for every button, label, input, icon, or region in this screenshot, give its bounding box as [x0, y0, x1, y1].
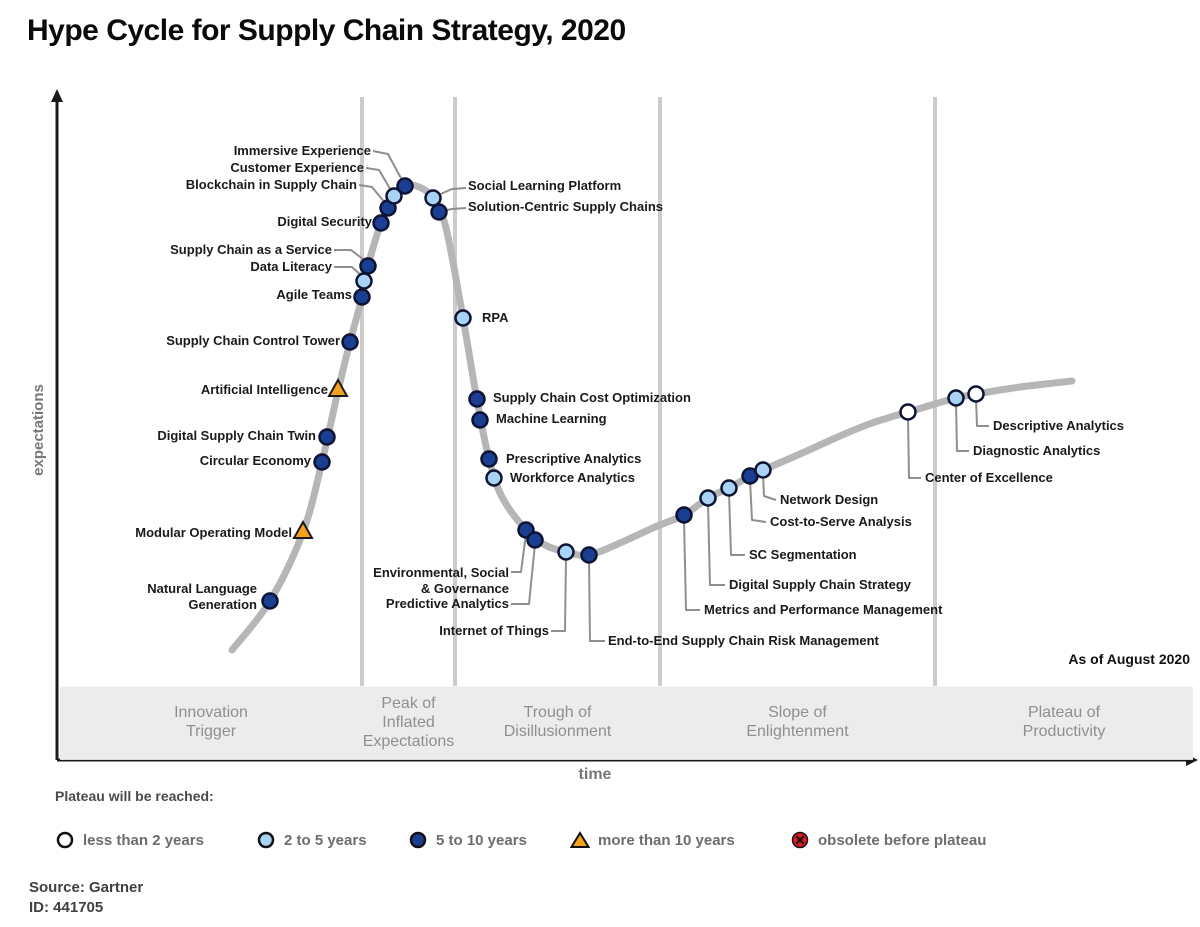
machine-learning-marker — [471, 411, 489, 429]
legend-item-less-than-2-years: less than 2 years — [55, 830, 204, 850]
supply-chain-control-tower-marker — [341, 333, 359, 351]
prescriptive-analytics-marker — [480, 450, 498, 468]
workforce-analytics-marker — [485, 469, 503, 487]
digital-supply-chain-twin-marker — [318, 428, 336, 446]
descriptive-analytics-connector — [975, 397, 989, 427]
diagnostic-analytics-marker — [947, 389, 965, 407]
phase-dividers — [360, 97, 937, 686]
immersive-experience-marker — [396, 177, 414, 195]
predictive-analytics-marker — [526, 531, 544, 549]
internet-of-things-marker — [557, 543, 575, 561]
supply-chain-as-a-service-marker — [359, 257, 377, 275]
phase-innovation-trigger: Innovation Trigger — [174, 704, 248, 740]
descriptive-analytics-marker — [967, 385, 985, 403]
phase-slope: Slope of Enlightenment — [746, 704, 849, 740]
predictive-analytics-connector — [511, 543, 536, 605]
legend-dot-2-to-5-years-icon — [257, 831, 275, 849]
customer-experience-marker — [385, 187, 403, 205]
phase-trough: Trough of Disillusionment — [503, 704, 612, 740]
diagnostic-analytics-connector — [955, 401, 969, 452]
center-of-excellence-connector — [907, 415, 921, 479]
end-to-end-supply-chain-risk-management-marker — [580, 546, 598, 564]
immersive-experience-connector — [372, 150, 404, 183]
artificial-intelligence-marker — [327, 377, 349, 397]
internet-of-things-connector — [551, 555, 567, 632]
legend-item-5-to-10-years: 5 to 10 years — [408, 830, 527, 850]
phase-band — [60, 686, 1193, 760]
y-axis — [51, 89, 63, 760]
metrics-and-performance-management-marker — [675, 506, 693, 524]
page-title: Hype Cycle for Supply Chain Strategy, 20… — [27, 14, 626, 47]
digital-security-marker — [372, 214, 390, 232]
rpa-marker — [454, 309, 472, 327]
cost-to-serve-analysis-connector — [749, 479, 767, 523]
network-design-marker — [754, 461, 772, 479]
digital-supply-chain-strategy-marker — [699, 489, 717, 507]
natural-language-generation-marker — [261, 592, 279, 610]
y-axis-arrow-icon — [51, 89, 63, 102]
solution-centric-supply-chains-marker — [430, 203, 448, 221]
digital-supply-chain-strategy-connector — [707, 501, 725, 586]
data-literacy-marker — [355, 272, 373, 290]
phase-peak: Peak of Inflated Expectations — [362, 694, 455, 750]
legend-obsolete-icon — [791, 831, 809, 849]
supply-chain-as-a-service-connector — [334, 249, 369, 264]
y-axis-label: expectations — [30, 384, 47, 476]
environmental-social-governance-connector — [511, 533, 527, 573]
as-of-date: As of August 2020 — [1068, 651, 1190, 667]
legend-item-more-than-10-years: more than 10 years — [570, 830, 735, 850]
agile-teams-marker — [353, 288, 371, 306]
sc-segmentation-connector — [728, 491, 745, 556]
social-learning-platform-connector — [435, 187, 467, 197]
label-connectors — [334, 150, 989, 642]
data-point-markers — [261, 177, 985, 610]
metrics-and-performance-management-connector — [683, 518, 700, 611]
customer-experience-connector — [365, 167, 393, 193]
modular-operating-model-marker — [292, 519, 314, 539]
social-learning-platform-marker — [424, 189, 442, 207]
legend-item-obsolete-before-plateau: obsolete before plateau — [790, 830, 986, 850]
center-of-excellence-marker — [899, 403, 917, 421]
legend-dot-less-than-2-years-icon — [56, 831, 74, 849]
legend-triangle-more-than-10-years-icon — [570, 831, 590, 848]
x-axis-label: time — [578, 766, 612, 783]
network-design-connector — [762, 473, 777, 501]
blockchain-in-supply-chain-connector — [358, 184, 387, 205]
legend-dot-5-to-10-years-icon — [409, 831, 427, 849]
legend-heading: Plateau will be reached: — [55, 788, 214, 804]
phase-plateau: Plateau of Productivity — [1022, 704, 1106, 740]
source-note: Source: Gartner ID: 441705 — [29, 879, 144, 916]
legend-item-2-to-5-years: 2 to 5 years — [256, 830, 367, 850]
end-to-end-supply-chain-risk-management-connector — [588, 558, 605, 642]
sc-segmentation-marker — [720, 479, 738, 497]
circular-economy-marker — [313, 453, 331, 471]
supply-chain-cost-optimization-marker — [468, 390, 486, 408]
